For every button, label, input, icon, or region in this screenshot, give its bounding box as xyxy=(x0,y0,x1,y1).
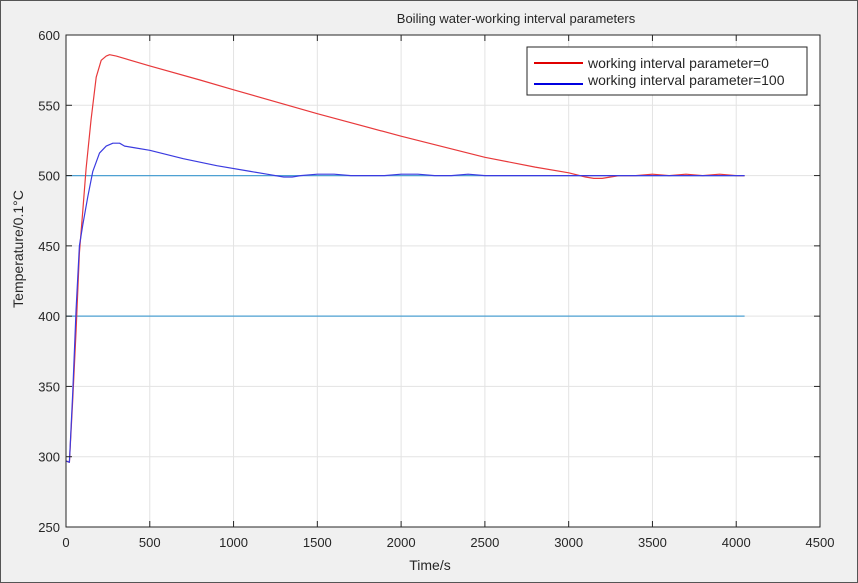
x-tick-label: 2000 xyxy=(387,535,416,550)
x-tick-label: 3000 xyxy=(554,535,583,550)
legend-box xyxy=(526,46,808,96)
y-tick-label: 600 xyxy=(38,28,60,43)
series-line-0 xyxy=(65,54,745,463)
y-tick-label: 550 xyxy=(38,98,60,113)
x-tick-label: 500 xyxy=(139,535,161,550)
y-tick-label: 450 xyxy=(38,239,60,254)
y-tick-label: 250 xyxy=(38,520,60,535)
x-tick-label: 4000 xyxy=(722,535,751,550)
x-tick-label: 1000 xyxy=(219,535,248,550)
y-axis-label: Temperature/0.1°C xyxy=(10,190,26,308)
y-tick-label: 500 xyxy=(38,169,60,184)
legend: working interval parameter=0 working int… xyxy=(526,46,808,96)
x-tick-label: 0 xyxy=(62,535,69,550)
y-tick-label: 300 xyxy=(38,450,60,465)
x-tick-label: 3500 xyxy=(638,535,667,550)
x-ticks: 0 500 1000 1500 2000 2500 3000 3500 4000 4500 xyxy=(62,35,834,550)
plot-area xyxy=(66,35,820,527)
series-line-1 xyxy=(65,142,745,463)
y-tick-label: 400 xyxy=(38,309,60,324)
y-tick-label: 350 xyxy=(38,379,60,394)
x-tick-label: 4500 xyxy=(806,535,835,550)
series-layer xyxy=(65,54,745,463)
x-axis-label: Time/s xyxy=(409,557,450,573)
y-ticks: 250 300 350 400 450 500 550 600 xyxy=(38,28,820,535)
plot-border xyxy=(65,34,821,528)
x-tick-label: 2500 xyxy=(470,535,499,550)
chart-title: Boiling water-working interval parameter… xyxy=(397,11,636,26)
legend-label-series-1: working interval parameter=100 xyxy=(587,72,785,88)
x-tick-label: 1500 xyxy=(303,535,332,550)
legend-label-series-0: working interval parameter=0 xyxy=(587,55,769,71)
